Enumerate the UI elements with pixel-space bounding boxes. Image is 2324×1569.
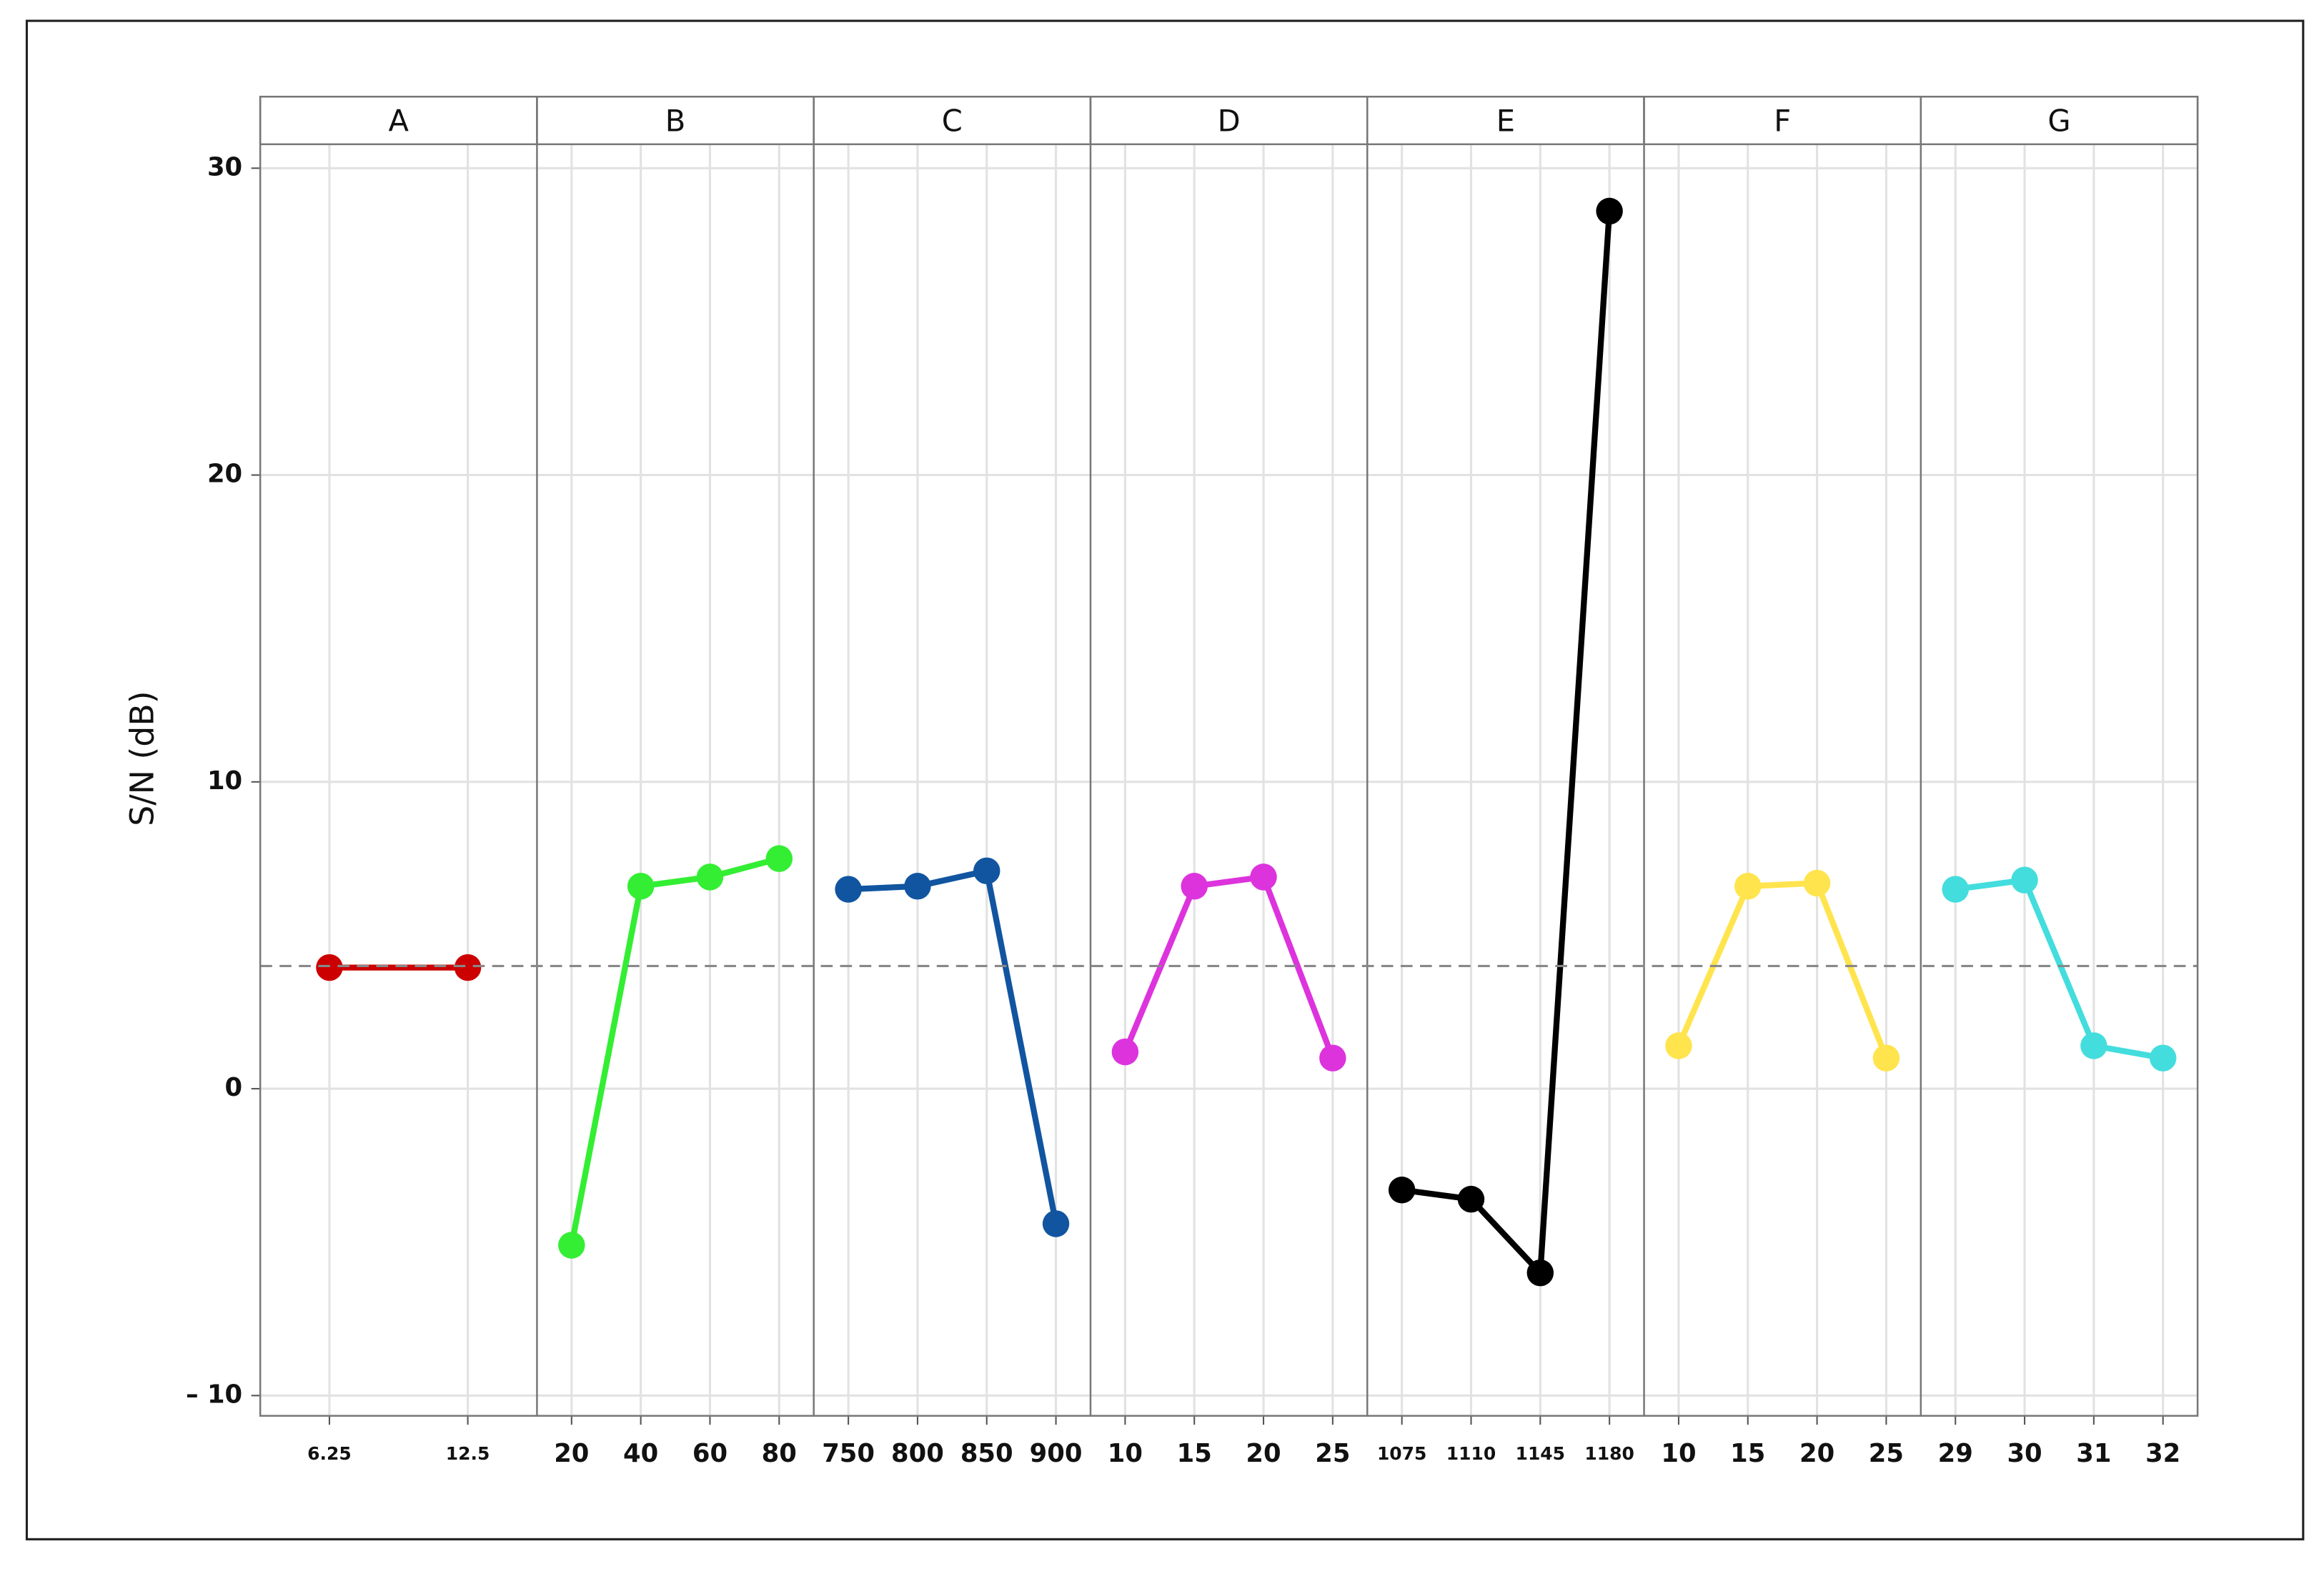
data-point (1665, 1032, 1692, 1059)
panel-title: A (389, 104, 409, 139)
data-point (973, 857, 1000, 885)
x-tick-label: 60 (692, 1439, 728, 1468)
series-line (1122, 873, 1336, 1059)
x-tick-label: 25 (1869, 1439, 1904, 1468)
data-point (1803, 869, 1831, 897)
panel-header (259, 95, 538, 146)
x-tick-label: 10 (1108, 1439, 1143, 1468)
y-axis-label: S/N (dB) (123, 691, 161, 826)
frame (25, 19, 2305, 1540)
x-tick-label: 10 (1661, 1439, 1696, 1468)
data-point (1319, 1044, 1346, 1071)
x-tick-label: 850 (960, 1439, 1013, 1468)
data-point (696, 863, 724, 891)
panel-title: F (1774, 104, 1791, 139)
x-tick-label: 15 (1730, 1439, 1765, 1468)
y-tick-label: 10 (207, 766, 242, 796)
x-tick-label: 20 (554, 1439, 589, 1468)
x-tick-label: 800 (891, 1439, 944, 1468)
panel-title: G (2047, 104, 2070, 139)
panel-header (1089, 95, 1369, 146)
data-point (2080, 1032, 2107, 1059)
y-tick-label: 0 (225, 1073, 243, 1102)
x-tick-label: 1110 (1446, 1443, 1496, 1464)
x-tick-label: 12.5 (446, 1443, 490, 1464)
data-point (1457, 1185, 1485, 1213)
data-point (454, 954, 482, 981)
x-tick-label: 25 (1315, 1439, 1350, 1468)
x-tick-label: 20 (1799, 1439, 1834, 1468)
data-point (627, 873, 655, 900)
x-tick-label: 30 (2007, 1439, 2042, 1468)
data-point (1111, 1038, 1139, 1066)
y-tick-label: 30 (207, 152, 242, 182)
data-point (1942, 876, 1969, 903)
plot-border (259, 95, 2199, 1417)
data-point (2011, 866, 2038, 894)
panel-title: B (665, 104, 686, 139)
data-point (765, 845, 793, 872)
x-tick-label: 15 (1177, 1439, 1212, 1468)
data-point (1250, 863, 1277, 891)
data-point (1734, 873, 1762, 900)
x-tick-label: 1180 (1584, 1443, 1634, 1464)
data-point (835, 876, 862, 903)
data-point (1596, 197, 1623, 225)
panel-title: E (1496, 104, 1515, 139)
data-point (558, 1232, 585, 1259)
panel-header (536, 95, 815, 146)
x-tick-label: 1075 (1377, 1443, 1426, 1464)
x-tick-label: 750 (822, 1439, 875, 1468)
data-point (904, 873, 931, 900)
data-point (1042, 1210, 1070, 1237)
data-point (316, 954, 343, 981)
x-tick-label: 32 (2145, 1439, 2180, 1468)
data-point (1872, 1044, 1900, 1071)
x-tick-label: 80 (762, 1439, 797, 1468)
series-line (1401, 211, 1613, 1280)
series-line (848, 867, 1059, 1224)
data-point (1526, 1259, 1554, 1287)
series-line (1955, 876, 2164, 1061)
data-point (1388, 1177, 1416, 1204)
series-line (568, 856, 780, 1246)
y-tick-label: 20 (207, 460, 242, 489)
x-tick-label: 1145 (1516, 1443, 1565, 1464)
x-tick-label: 31 (2076, 1439, 2111, 1468)
panel-title: C (942, 104, 963, 139)
y-tick-label: – 10 (186, 1380, 242, 1409)
data-point (2149, 1044, 2177, 1071)
x-tick-label: 20 (1246, 1439, 1281, 1468)
data-point (1181, 873, 1208, 900)
x-tick-label: 900 (1030, 1439, 1083, 1468)
panel-title: D (1218, 104, 1241, 139)
x-tick-label: 6.25 (307, 1443, 352, 1464)
x-tick-label: 40 (623, 1439, 658, 1468)
x-tick-label: 29 (1938, 1439, 1973, 1468)
